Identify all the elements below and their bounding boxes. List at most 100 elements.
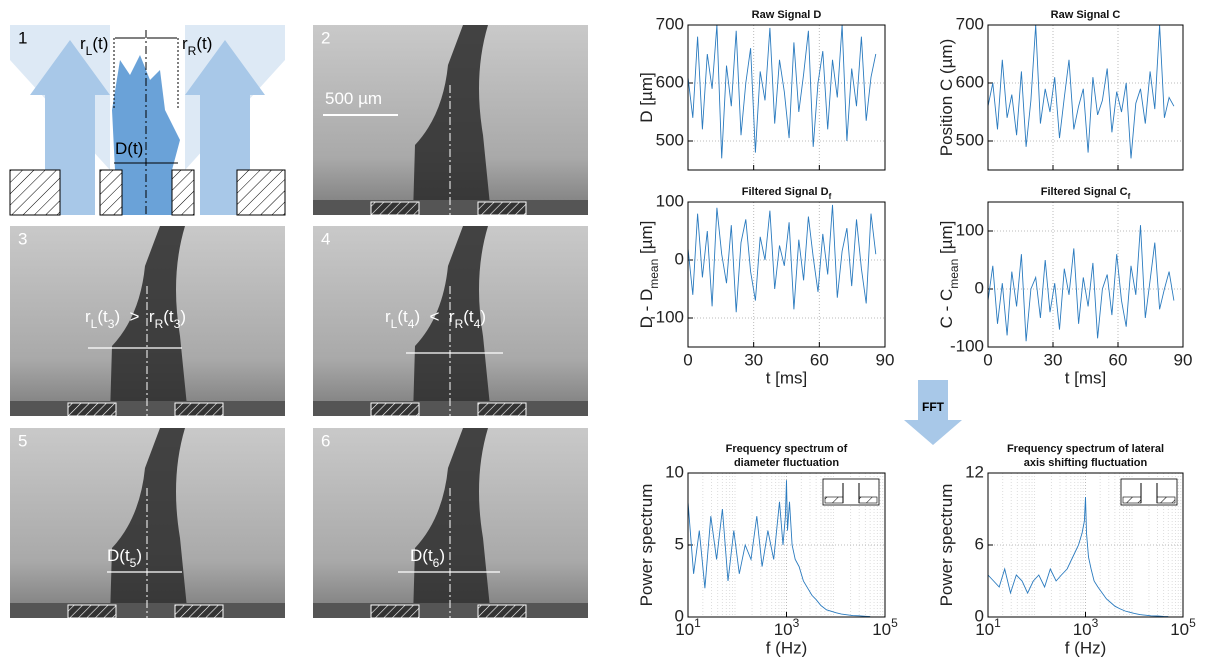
y-tick-label: 10 [665,462,684,481]
plot-frame [687,24,886,171]
subscript: f [829,192,832,201]
text-part: Filtered Signal C [1041,186,1128,198]
text-part: Power spectrum [937,484,956,607]
y-tick-label: 5 [675,534,684,553]
text-part: (t [463,307,474,326]
text-part: r [85,307,91,326]
text-part: D(t) [115,139,143,158]
tick-exponent: 3 [793,616,800,630]
y-tick-label: 0 [975,278,984,297]
inset-hatch [1156,496,1176,504]
inset-hatch [858,496,878,504]
subscript: 4 [408,317,415,331]
panel-number: 3 [18,229,27,248]
subscript: L [86,44,93,58]
chart-title: Raw Signal C [1051,9,1121,21]
text-part: ) [480,307,486,326]
panel-number: 1 [18,28,27,47]
text-part: Filtered Signal D [742,186,829,198]
tick-exponent: 1 [694,616,701,630]
text-part: D(t [107,546,130,565]
nozzle [477,201,527,216]
panel-label: D(t6) [410,546,445,570]
panel-diagram [9,25,286,216]
text-part: diameter fluctuation [734,457,839,469]
y-tick-label: -100 [950,336,984,355]
x-tick-label: 0 [683,350,692,369]
nozzle [477,604,527,619]
y-tick-label: 12 [965,462,984,481]
y-axis-label: D - Dmean [µm] [637,221,661,329]
x-tick-label: 103 [774,616,800,639]
fft-label: FFT [922,400,945,414]
y-tick-label: 100 [956,220,984,239]
x-tick-label: 101 [675,616,701,639]
text-part: Frequency spectrum of lateral [1007,443,1164,455]
jet [413,226,491,416]
plot-frame [687,472,886,618]
tick-exponent: 1 [994,616,1001,630]
text-part: (t) [196,34,212,53]
text-part: ) [136,546,142,565]
panel-label: rR(t) [182,34,212,58]
plot-frame [687,201,886,348]
text-part: ) < r [414,307,454,326]
y-tick-label: -100 [650,307,684,326]
chart-title: Frequency spectrum of [726,443,848,455]
jet [413,25,491,215]
tick-base: 10 [872,620,891,639]
tick-base: 10 [1170,620,1189,639]
subscript: 5 [130,556,137,570]
x-tick-label: 90 [876,350,895,369]
text-part: r [385,307,391,326]
tick-base: 10 [1073,620,1092,639]
nozzle [67,604,117,619]
text-part: Raw Signal C [1051,9,1121,21]
chart-title: Filtered Signal Df [742,186,832,201]
y-tick-label: 700 [956,14,984,33]
subscript: R [188,44,197,58]
x-axis-label: f (Hz) [766,638,808,657]
y-tick-label: 500 [956,130,984,149]
text-part: D(t [410,546,433,565]
plot-frame [987,24,1184,171]
tick-exponent: 5 [891,616,898,630]
y-tick-label: 0 [675,249,684,268]
nozzle [370,604,420,619]
plot-frame [987,201,1184,348]
x-tick-label: 60 [1109,350,1128,369]
y-tick-label: 700 [656,14,684,33]
nozzle [370,402,420,417]
text-part: Power spectrum [637,484,656,607]
jet [413,428,491,618]
chart-title: axis shifting fluctuation [1024,457,1148,469]
y-tick-label: 600 [656,72,684,91]
panel-label: rL(t) [80,34,108,58]
x-tick-label: 105 [1170,616,1196,639]
panel-label: 500 µm [325,89,382,108]
plot-area [988,25,1183,170]
text-part: axis shifting fluctuation [1024,457,1148,469]
nozzle [67,402,117,417]
y-tick-label: 0 [675,606,684,625]
x-tick-label: 30 [744,350,763,369]
text-part: 500 µm [325,89,382,108]
signal-line [687,24,877,159]
text-part: r [182,34,188,53]
subscript: 4 [474,317,481,331]
text-part: ) [180,307,186,326]
panel-label: D(t5) [107,546,142,570]
y-tick-label: 6 [975,534,984,553]
subscript: 3 [174,317,181,331]
x-axis-label: f (Hz) [1065,638,1107,657]
nozzle [477,402,527,417]
chart-title: Frequency spectrum of lateral [1007,443,1164,455]
nozzle [174,604,224,619]
text-part: C - C [937,289,956,329]
subscript: mean [647,259,661,289]
y-axis-label: D [µm] [637,72,656,122]
panel-number: 4 [321,229,330,248]
text-part: D [µm] [637,72,656,122]
text-part: (t [97,307,108,326]
